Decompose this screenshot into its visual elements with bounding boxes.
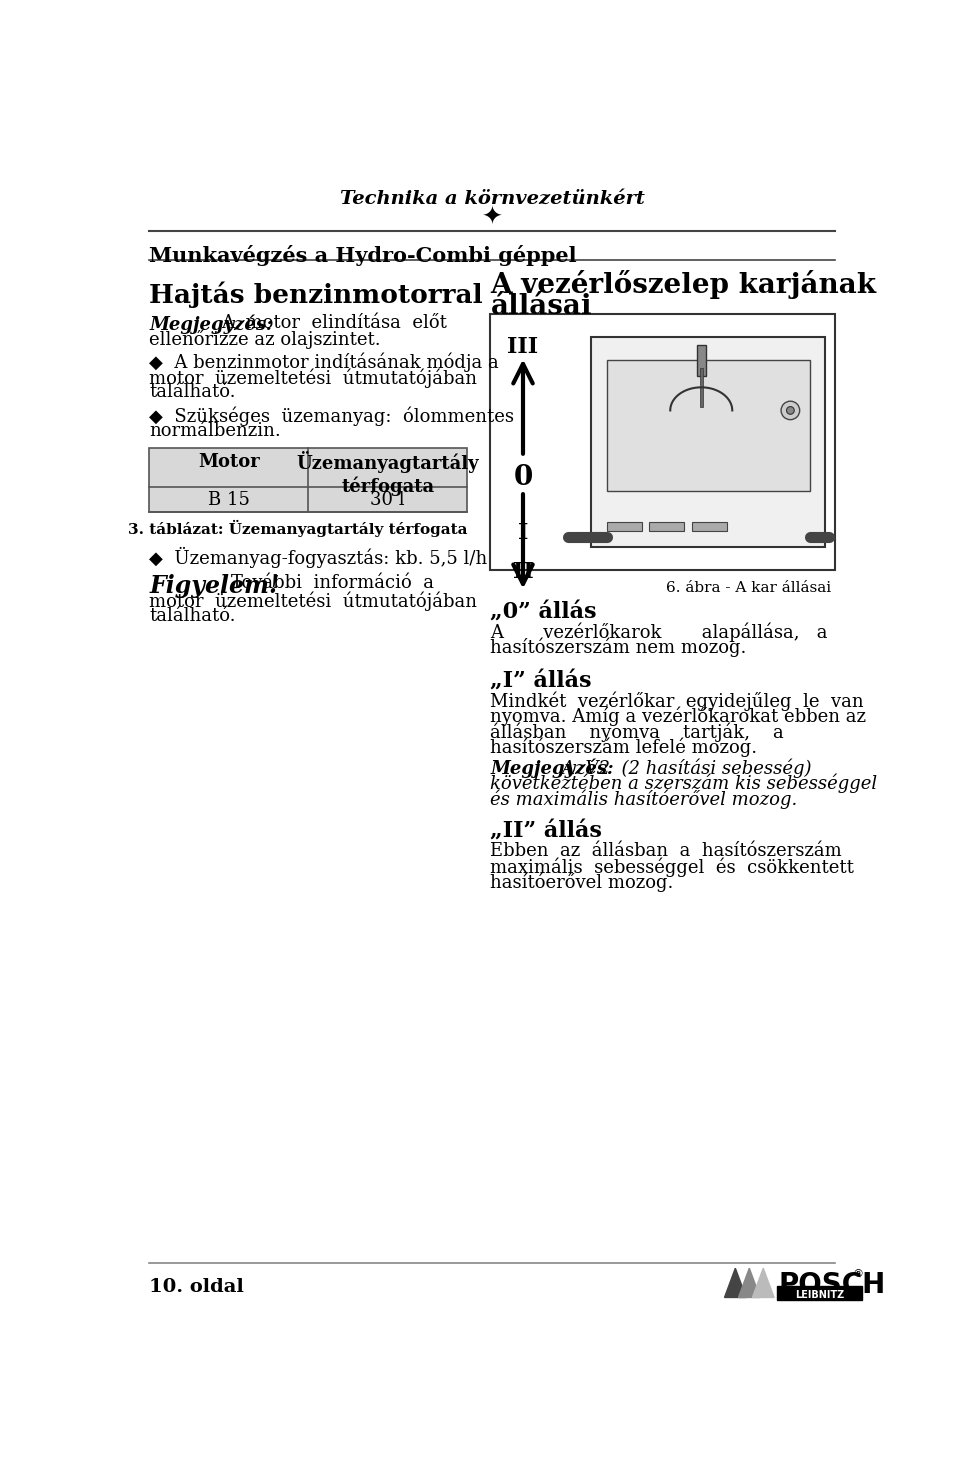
Text: Megjegyzés:: Megjegyzés:: [150, 314, 273, 334]
Text: Üzemanyagtartály
térfogata: Üzemanyagtartály térfogata: [297, 452, 479, 496]
Text: II: II: [513, 561, 534, 583]
Bar: [697, 345, 706, 376]
Bar: [607, 360, 809, 492]
Polygon shape: [753, 1268, 774, 1297]
Text: Motor: Motor: [198, 453, 260, 471]
Text: következtében a szerszám kis sebességgel: következtében a szerszám kis sebességgel: [491, 773, 877, 794]
Text: állásban    nyomva    tartják,    a: állásban nyomva tartják, a: [491, 722, 784, 742]
Text: A       vezérlőkarok       alapállása,   a: A vezérlőkarok alapállása, a: [491, 623, 828, 642]
Polygon shape: [725, 1268, 746, 1297]
Bar: [778, 1286, 862, 1300]
Text: található.: található.: [150, 607, 236, 624]
Text: A  motor  elindítása  előt: A motor elindítása előt: [221, 314, 446, 332]
Text: POSCH: POSCH: [779, 1271, 886, 1299]
Text: További  információ  a: További információ a: [230, 574, 434, 592]
Text: 10. oldal: 10. oldal: [150, 1278, 245, 1296]
Bar: [700, 368, 703, 406]
Text: Figyelem!: Figyelem!: [150, 574, 279, 598]
Text: III: III: [508, 335, 539, 357]
Text: hasítóerővel mozog.: hasítóerővel mozog.: [491, 872, 674, 892]
Bar: [150, 449, 468, 512]
Text: „I” állás: „I” állás: [491, 670, 592, 692]
Text: 0: 0: [514, 465, 533, 492]
Text: 30 l: 30 l: [371, 490, 405, 509]
Text: Megjegyzés:: Megjegyzés:: [491, 759, 614, 778]
Circle shape: [781, 401, 800, 419]
Text: B 15: B 15: [208, 490, 250, 509]
Text: ◆  A benzinmotor indításának módja a: ◆ A benzinmotor indításának módja a: [150, 353, 499, 372]
Text: Ebben  az  állásban  a  hasítószerszám: Ebben az állásban a hasítószerszám: [491, 841, 842, 859]
Text: motor  üzemeltetési  útmutatójában: motor üzemeltetési útmutatójában: [150, 592, 477, 611]
Text: és maximális hasítóerővel mozog.: és maximális hasítóerővel mozog.: [491, 790, 798, 809]
Text: 6. ábra - A kar állásai: 6. ábra - A kar állásai: [665, 582, 830, 595]
Text: „0” állás: „0” állás: [491, 601, 597, 623]
Text: Munkavégzés a Hydro-Combi géppel: Munkavégzés a Hydro-Combi géppel: [150, 245, 577, 266]
Bar: [649, 523, 684, 531]
Text: maximális  sebességgel  és  csökkentett: maximális sebességgel és csökkentett: [491, 858, 854, 877]
Text: hasítószerszám nem mozog.: hasítószerszám nem mozog.: [491, 638, 747, 657]
Text: „II” állás: „II” állás: [491, 821, 602, 843]
Text: található.: található.: [150, 384, 236, 401]
Text: LEIBNITZ: LEIBNITZ: [795, 1290, 845, 1300]
Text: ®: ®: [853, 1269, 864, 1280]
Text: I: I: [517, 523, 528, 545]
Text: motor  üzemeltetési  útmutatójában: motor üzemeltetési útmutatójában: [150, 368, 477, 388]
Bar: [607, 523, 641, 531]
Text: ellenőrizze az olajszintet.: ellenőrizze az olajszintet.: [150, 329, 381, 348]
Bar: [692, 523, 727, 531]
Text: Hajtás benzinmotorral: Hajtás benzinmotorral: [150, 280, 483, 307]
Text: A  V2  (2 hasítási sebesség): A V2 (2 hasítási sebesség): [562, 759, 812, 778]
Text: ◆  Üzemanyag-fogyasztás: kb. 5,5 l/h: ◆ Üzemanyag-fogyasztás: kb. 5,5 l/h: [150, 546, 488, 568]
Bar: [491, 314, 834, 570]
Text: nyomva. Amíg a vezérlőkarokat ebben az: nyomva. Amíg a vezérlőkarokat ebben az: [491, 707, 867, 726]
Text: Mindkét  vezérlőkar  egyidejűleg  le  van: Mindkét vezérlőkar egyidejűleg le van: [491, 691, 864, 711]
Text: ✦: ✦: [482, 205, 502, 229]
Bar: [591, 338, 826, 546]
Text: állásai: állásai: [491, 292, 592, 320]
Text: normálbenzin.: normálbenzin.: [150, 422, 281, 440]
Text: hasítószerszám lefelé mozog.: hasítószerszám lefelé mozog.: [491, 738, 757, 757]
Polygon shape: [738, 1268, 760, 1297]
Text: A vezérlőszelep karjának: A vezérlőszelep karjának: [491, 270, 876, 298]
Text: ◆  Szükséges  üzemanyag:  ólommentes: ◆ Szükséges üzemanyag: ólommentes: [150, 406, 515, 427]
Circle shape: [786, 406, 794, 415]
Text: 3. táblázat: Üzemanyagtartály térfogata: 3. táblázat: Üzemanyagtartály térfogata: [128, 520, 468, 537]
Text: Technika a körnvezetünkért: Technika a körnvezetünkért: [340, 190, 644, 208]
